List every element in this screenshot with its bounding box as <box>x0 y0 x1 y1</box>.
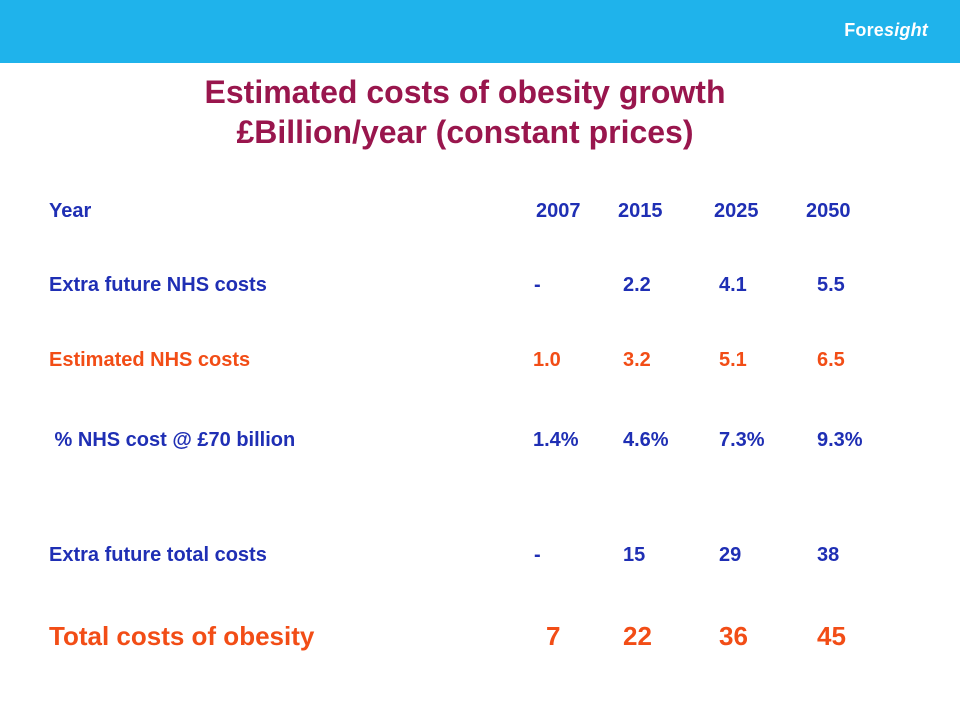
value-2025: 5.1 <box>719 349 747 371</box>
value-2007: - <box>534 274 541 296</box>
value-2007: 1.4% <box>533 429 579 451</box>
value-2007: 1.0 <box>533 349 561 371</box>
title-line-2: £Billion/year (constant prices) <box>236 114 694 150</box>
row-label: Extra future NHS costs <box>49 274 267 296</box>
value-2050: 6.5 <box>817 349 845 371</box>
value-2015: 15 <box>623 544 646 566</box>
row-label: Estimated NHS costs <box>49 349 251 371</box>
value-2050: 45 <box>817 621 846 651</box>
value-2015: 22 <box>623 621 652 651</box>
value-2015: 3.2 <box>623 349 651 371</box>
value-2025: 36 <box>719 621 748 651</box>
brand-logo: Foresight <box>844 20 928 41</box>
value-2025: 4.1 <box>719 274 747 296</box>
brand-prefix: Fore <box>844 20 884 40</box>
year-2007: 2007 <box>536 200 581 222</box>
row-label: % NHS cost @ £70 billion <box>49 429 296 451</box>
value-2025: 7.3% <box>719 429 765 451</box>
year-2050: 2050 <box>806 200 851 222</box>
year-header-label: Year <box>49 200 92 222</box>
value-2007: - <box>534 544 541 566</box>
value-2007: 7 <box>546 621 561 651</box>
value-2050: 38 <box>817 544 840 566</box>
row-label: Total costs of obesity <box>49 621 315 651</box>
value-2050: 5.5 <box>817 274 845 296</box>
brand-suffix: sight <box>884 20 928 40</box>
header-bar: Foresight <box>0 0 960 63</box>
value-2015: 2.2 <box>623 274 651 296</box>
value-2050: 9.3% <box>817 429 863 451</box>
title-line-1: Estimated costs of obesity growth <box>204 74 726 110</box>
value-2025: 29 <box>719 544 742 566</box>
slide-title: Estimated costs of obesity growth £Billi… <box>0 72 930 152</box>
year-2025: 2025 <box>714 200 759 222</box>
value-2015: 4.6% <box>623 429 669 451</box>
year-2015: 2015 <box>618 200 663 222</box>
row-label: Extra future total costs <box>49 544 267 566</box>
